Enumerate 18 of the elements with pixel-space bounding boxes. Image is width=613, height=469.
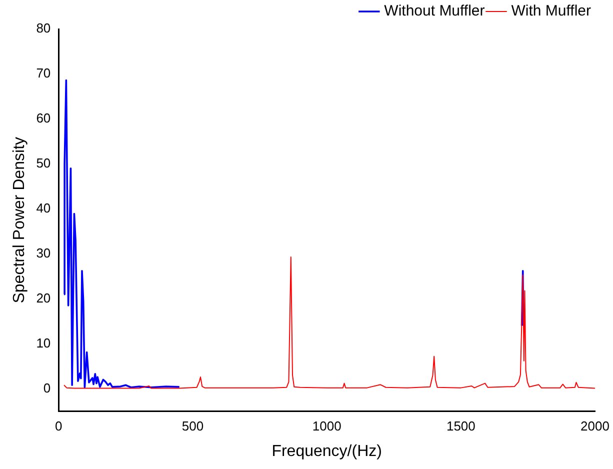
x-tick-label: 500: [182, 418, 204, 434]
y-tick-label: 30: [36, 245, 51, 260]
x-tick-label: 0: [55, 418, 62, 434]
x-tick-label: 1000: [312, 418, 342, 434]
legend-label: With Muffler: [511, 2, 592, 20]
y-tick-label: 60: [36, 110, 51, 126]
legend-label: Without Muffler: [384, 2, 485, 20]
y-axis-title: Spectral Power Density: [11, 136, 28, 304]
x-tick-label: 2000: [580, 418, 610, 434]
y-tick-label: 50: [36, 155, 51, 170]
x-axis-title: Frequency/(Hz): [272, 442, 382, 460]
y-tick-label: 80: [36, 20, 51, 36]
y-tick-label: 0: [43, 380, 51, 396]
y-tick-label: 10: [36, 335, 51, 350]
y-tick-label: 70: [36, 66, 51, 81]
x-tick-label: 1500: [446, 418, 476, 434]
y-tick-label: 20: [36, 290, 51, 306]
y-tick-label: 40: [36, 200, 51, 216]
